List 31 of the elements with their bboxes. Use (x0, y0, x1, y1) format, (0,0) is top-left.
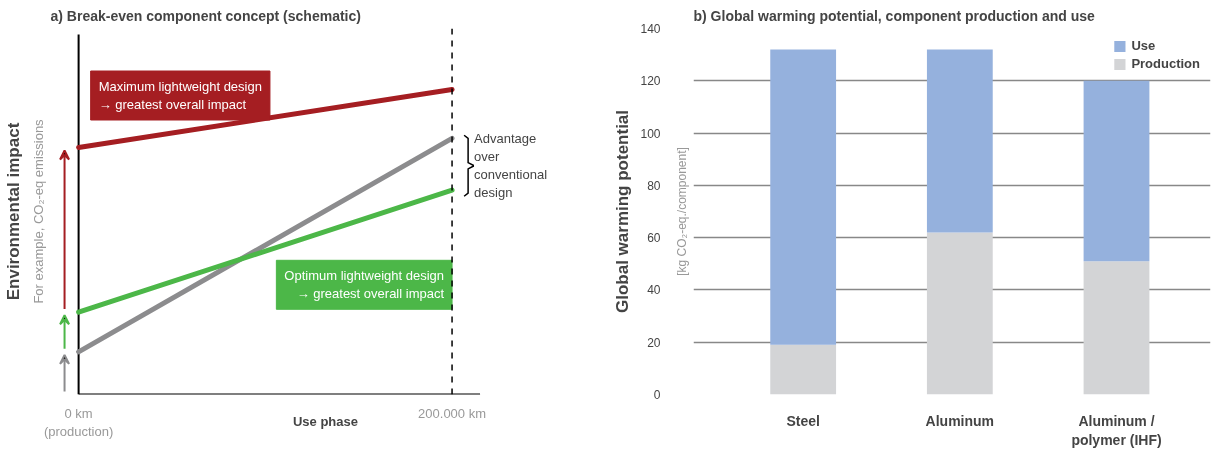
chart-title: a) Break-even component concept (schematic) (50, 7, 361, 24)
y-tick-label: 140 (640, 22, 661, 36)
y-tick-label: 40 (647, 283, 661, 298)
y-axis-title: Global warming potential (613, 109, 633, 314)
text: For example, CO₂-eq emissions (30, 118, 46, 304)
chart-title: b) Global warming potential, component production and use (693, 7, 1096, 24)
legend-label: Use (1131, 38, 1156, 53)
bar (770, 344, 837, 395)
series-label: Maximum lightweight design → greatest overall impact (98, 79, 262, 112)
bar (770, 49, 837, 345)
legend-label: Production (1131, 56, 1200, 71)
x-tick-label: Steel (786, 412, 820, 429)
x-tick-label: Aluminum / polymer (IHF) (1071, 412, 1162, 448)
bar (1083, 261, 1150, 395)
y-tick-label: 0 (653, 388, 661, 402)
annotation: Advantage over conventional design (474, 131, 548, 201)
y-axis-title: Environmental impact (3, 122, 23, 301)
x-tick-label: Aluminum (925, 412, 995, 429)
bar (926, 49, 993, 233)
x-tick-label: 200.000 km (418, 405, 487, 421)
bar (926, 232, 993, 395)
y-tick-label: 120 (640, 74, 661, 89)
x-tick-label: 0 km (production) (43, 405, 114, 439)
series-label: Optimum lightweight design → greatest overall impact (284, 268, 445, 302)
bar (1083, 80, 1150, 262)
y-tick-label: 80 (647, 178, 661, 193)
y-tick-label: 20 (647, 335, 661, 350)
text: [kg CO₂-eq./component] (674, 147, 689, 276)
y-tick-label: 60 (647, 231, 661, 246)
x-axis-title: Use phase (292, 413, 359, 429)
y-tick-label: 100 (640, 126, 661, 141)
